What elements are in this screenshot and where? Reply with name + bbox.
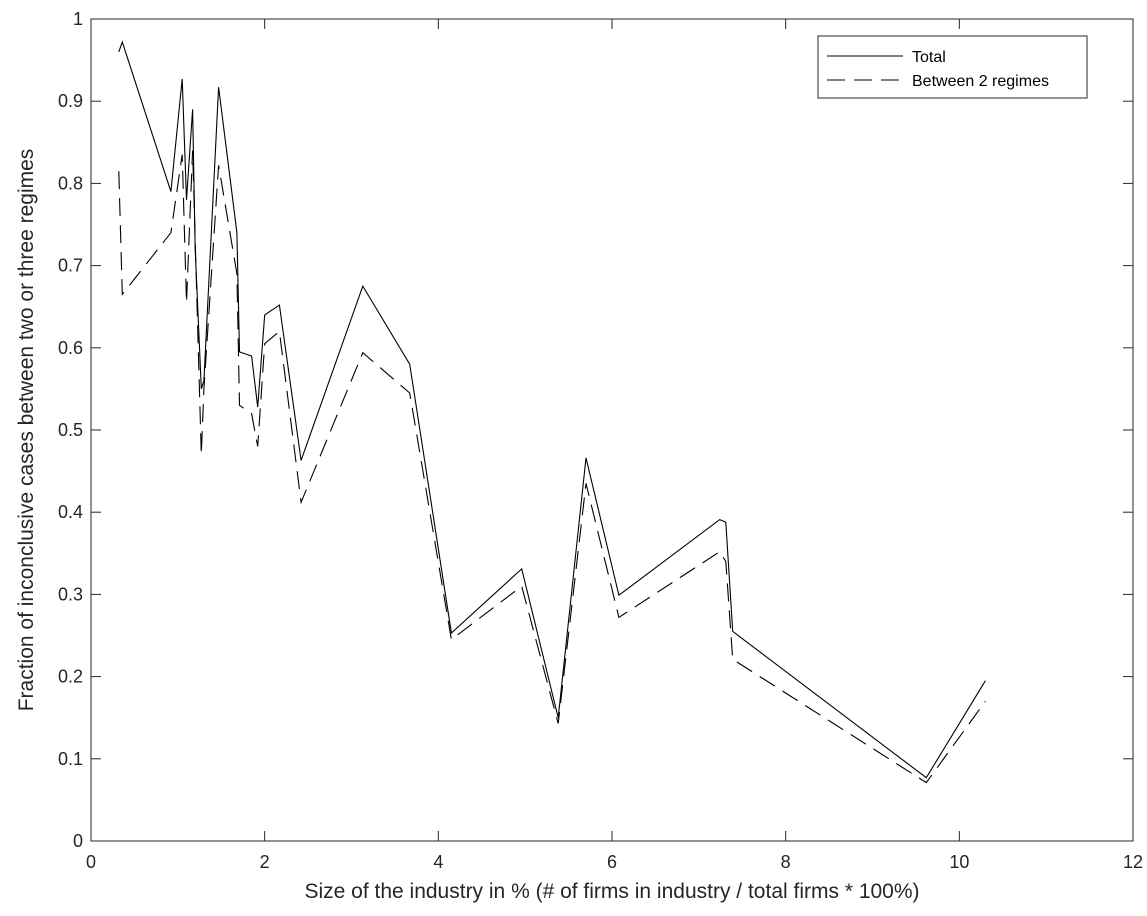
y-axis-label: Fraction of inconclusive cases between t… bbox=[15, 149, 38, 712]
x-tick-label: 6 bbox=[607, 852, 617, 872]
y-tick-label: 1 bbox=[73, 9, 83, 29]
y-tick-label: 0.8 bbox=[58, 173, 83, 193]
y-tick-label: 0.7 bbox=[58, 256, 83, 276]
series-line-total bbox=[118, 40, 986, 779]
x-tick-label: 2 bbox=[260, 852, 270, 872]
y-tick-label: 0 bbox=[73, 831, 83, 851]
y-tick-label: 0.9 bbox=[58, 91, 83, 111]
plot-area bbox=[91, 19, 1133, 841]
x-tick-label: 0 bbox=[86, 852, 96, 872]
x-tick-label: 4 bbox=[433, 852, 443, 872]
legend-label-between-2-regimes: Between 2 regimes bbox=[912, 73, 1049, 90]
y-tick-label: 0.4 bbox=[58, 502, 83, 522]
tick-layer: 0 2 4 6 8 10 12 0 0.1 0.2 0.3 0.4 0.5 0.6 0.7 0.8 0.9 1 bbox=[58, 9, 1143, 872]
y-tick-label: 0.3 bbox=[58, 584, 83, 604]
x-tick-label: 8 bbox=[781, 852, 791, 872]
x-tick-label: 12 bbox=[1123, 852, 1143, 872]
series-layer bbox=[118, 40, 986, 784]
y-tick-label: 0.1 bbox=[58, 749, 83, 769]
legend: Total Between 2 regimes bbox=[817, 35, 1088, 99]
y-tick-label: 0.5 bbox=[58, 420, 83, 440]
y-tick-label: 0.2 bbox=[58, 667, 83, 687]
series-line-between-2-regimes bbox=[118, 150, 986, 784]
x-tick-label: 10 bbox=[949, 852, 969, 872]
x-axis-label: Size of the industry in % (# of firms in… bbox=[304, 880, 919, 903]
y-tick-label: 0.6 bbox=[58, 338, 83, 358]
legend-box bbox=[817, 35, 1088, 99]
plot-frame bbox=[90, 18, 1134, 842]
legend-label-total: Total bbox=[912, 49, 946, 66]
